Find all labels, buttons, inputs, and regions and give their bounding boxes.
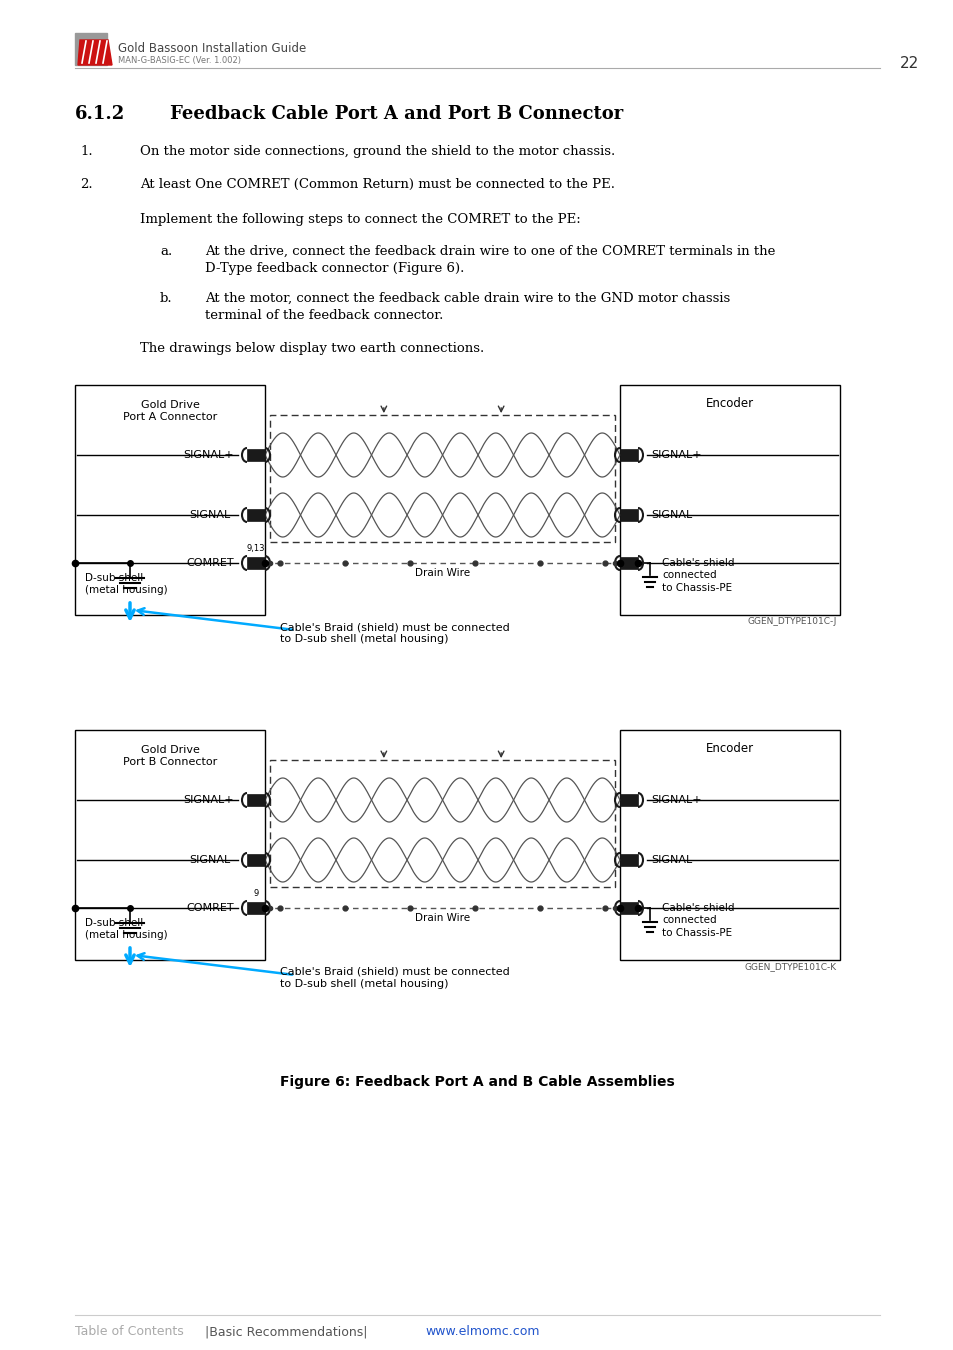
Text: COMRET: COMRET	[186, 558, 233, 568]
Text: Drain Wire: Drain Wire	[415, 568, 470, 578]
Bar	[619, 902, 638, 914]
Polygon shape	[78, 40, 112, 65]
Text: Cable's shield
connected
to Chassis-PE: Cable's shield connected to Chassis-PE	[661, 903, 734, 938]
Text: SIGNAL-: SIGNAL-	[650, 855, 696, 865]
Text: 22: 22	[900, 57, 919, 72]
Text: |Basic Recommendations|: |Basic Recommendations|	[205, 1324, 367, 1338]
Text: Gold Bassoon Installation Guide: Gold Bassoon Installation Guide	[118, 42, 306, 54]
Text: SIGNAL+: SIGNAL+	[183, 795, 233, 805]
Text: www.elmomc.com: www.elmomc.com	[424, 1324, 539, 1338]
Bar	[619, 855, 638, 865]
Text: SIGNAL-: SIGNAL-	[650, 510, 696, 520]
Text: On the motor side connections, ground the shield to the motor chassis.: On the motor side connections, ground th…	[140, 144, 615, 158]
Text: Gold Drive
Port B Connector: Gold Drive Port B Connector	[123, 745, 217, 767]
Bar	[619, 450, 638, 460]
Text: Gold Drive
Port A Connector: Gold Drive Port A Connector	[123, 400, 217, 423]
Bar	[75, 32, 107, 65]
Bar	[247, 902, 265, 914]
Text: SIGNAL-: SIGNAL-	[189, 855, 233, 865]
Text: The drawings below display two earth connections.: The drawings below display two earth con…	[140, 342, 484, 355]
Bar	[75, 730, 265, 960]
Text: 1.: 1.	[80, 144, 92, 158]
Bar	[619, 794, 638, 806]
Text: Cable's Braid (shield) must be connected
to D-sub shell (metal housing): Cable's Braid (shield) must be connected…	[280, 967, 509, 990]
Text: GGEN_DTYPE101C-K: GGEN_DTYPE101C-K	[744, 963, 836, 971]
Bar	[619, 558, 638, 568]
Bar	[247, 855, 265, 865]
Text: 9: 9	[253, 890, 258, 898]
Bar	[270, 414, 615, 541]
Text: Cable's shield
connected
to Chassis-PE: Cable's shield connected to Chassis-PE	[661, 558, 734, 593]
Text: 6.1.2: 6.1.2	[75, 105, 125, 123]
Bar	[247, 794, 265, 806]
Text: Figure 6: Feedback Port A and B Cable Assemblies: Figure 6: Feedback Port A and B Cable As…	[279, 1075, 674, 1089]
Text: D-sub shell
(metal housing): D-sub shell (metal housing)	[85, 572, 168, 595]
Text: SIGNAL-: SIGNAL-	[189, 510, 233, 520]
Text: b.: b.	[160, 292, 172, 305]
Text: GGEN_DTYPE101C-J: GGEN_DTYPE101C-J	[747, 617, 836, 626]
Text: Encoder: Encoder	[705, 743, 753, 755]
Bar	[247, 450, 265, 460]
Text: D-sub shell
(metal housing): D-sub shell (metal housing)	[85, 918, 168, 941]
Text: MAN-G-BASIG-EC (Ver. 1.002): MAN-G-BASIG-EC (Ver. 1.002)	[118, 55, 241, 65]
Bar	[619, 509, 638, 521]
Text: At the motor, connect the feedback cable drain wire to the GND motor chassis
ter: At the motor, connect the feedback cable…	[205, 292, 729, 323]
Bar	[247, 558, 265, 568]
Text: At the drive, connect the feedback drain wire to one of the COMRET terminals in : At the drive, connect the feedback drain…	[205, 244, 775, 275]
Text: At least One COMRET (Common Return) must be connected to the PE.: At least One COMRET (Common Return) must…	[140, 178, 615, 190]
Text: 2.: 2.	[80, 178, 92, 190]
Text: SIGNAL+: SIGNAL+	[650, 450, 700, 460]
Text: Cable's Braid (shield) must be connected
to D-sub shell (metal housing): Cable's Braid (shield) must be connected…	[280, 622, 509, 644]
Text: Implement the following steps to connect the COMRET to the PE:: Implement the following steps to connect…	[140, 213, 580, 225]
Bar	[247, 509, 265, 521]
Text: Table of Contents: Table of Contents	[75, 1324, 184, 1338]
Text: SIGNAL+: SIGNAL+	[183, 450, 233, 460]
Text: Drain Wire: Drain Wire	[415, 913, 470, 923]
Text: COMRET: COMRET	[186, 903, 233, 913]
Text: SIGNAL+: SIGNAL+	[650, 795, 700, 805]
Bar	[619, 385, 840, 616]
Text: 9,13: 9,13	[247, 544, 265, 554]
Text: Feedback Cable Port A and Port B Connector: Feedback Cable Port A and Port B Connect…	[170, 105, 622, 123]
Bar	[619, 730, 840, 960]
Bar	[270, 760, 615, 887]
Bar	[75, 385, 265, 616]
Text: a.: a.	[160, 244, 172, 258]
Text: Encoder: Encoder	[705, 397, 753, 410]
